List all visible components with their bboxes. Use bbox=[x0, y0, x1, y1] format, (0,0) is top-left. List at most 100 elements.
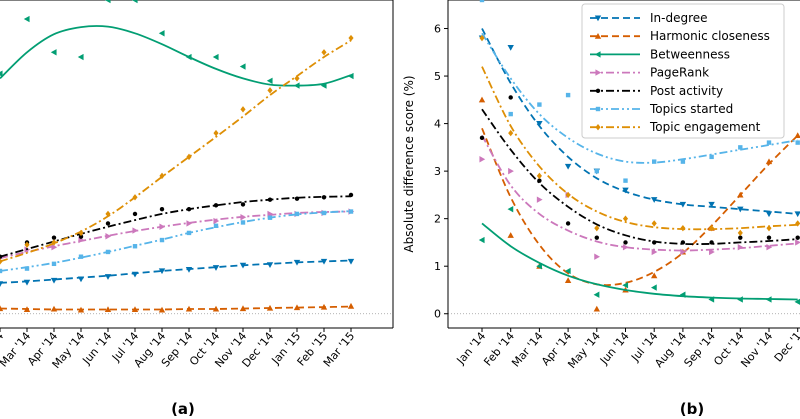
data-point-topic_engagement bbox=[78, 229, 84, 237]
data-point-in_degree bbox=[0, 281, 4, 287]
data-point-post_activity bbox=[565, 221, 571, 226]
data-point-harmonic bbox=[131, 306, 139, 313]
legend-marker-topic_engagement bbox=[595, 124, 601, 131]
data-point-harmonic bbox=[185, 305, 193, 312]
x-tick-label: Dec '1 bbox=[772, 330, 800, 365]
y-tick-label: 4 bbox=[434, 118, 441, 131]
data-point-in_degree bbox=[536, 121, 543, 127]
data-point-post_activity bbox=[680, 240, 686, 245]
data-point-betweenness bbox=[212, 53, 219, 61]
data-point-betweenness bbox=[50, 49, 57, 56]
data-point-post_activity bbox=[508, 95, 513, 100]
data-point-betweenness bbox=[239, 63, 246, 70]
data-point-in_degree bbox=[507, 44, 514, 51]
data-point-topics_started bbox=[159, 237, 165, 243]
data-point-in_degree bbox=[185, 266, 193, 273]
data-point-harmonic bbox=[266, 304, 274, 311]
axes-frame bbox=[448, 0, 800, 329]
data-point-betweenness bbox=[651, 284, 657, 291]
data-point-betweenness bbox=[794, 298, 800, 305]
data-point-pagerank bbox=[479, 156, 486, 163]
data-point-betweenness bbox=[564, 267, 571, 275]
legend-label-harmonic: Harmonic closeness bbox=[650, 29, 770, 43]
data-point-topic_engagement bbox=[132, 194, 138, 201]
data-point-betweenness bbox=[765, 296, 772, 303]
data-point-in_degree bbox=[564, 163, 572, 170]
data-point-topics_started bbox=[51, 261, 57, 267]
data-point-topics_started bbox=[0, 268, 3, 274]
data-point-topic_engagement bbox=[680, 224, 686, 232]
y-tick-label: 0 bbox=[434, 308, 441, 321]
data-point-in_degree bbox=[50, 277, 58, 284]
data-point-harmonic bbox=[320, 303, 328, 310]
data-point-post_activity bbox=[652, 240, 657, 245]
data-point-topic_engagement bbox=[321, 49, 327, 56]
legend-box bbox=[581, 3, 785, 139]
legend-label-pagerank: PageRank bbox=[650, 66, 709, 80]
data-point-topics_started bbox=[267, 215, 273, 220]
data-point-betweenness bbox=[679, 291, 686, 298]
series-line-betweenness bbox=[481, 222, 798, 301]
data-point-pagerank bbox=[213, 217, 220, 225]
data-point-topic_engagement bbox=[594, 224, 600, 232]
legend: In-degree Harmonic closeness Betweenness Pa… bbox=[581, 3, 785, 139]
data-point-betweenness bbox=[478, 236, 485, 244]
data-point-betweenness bbox=[622, 282, 629, 289]
data-point-post_activity bbox=[294, 196, 300, 201]
data-point-in_degree bbox=[320, 258, 328, 265]
series-line-in_degree bbox=[481, 28, 798, 215]
data-point-topic_engagement bbox=[737, 229, 743, 237]
data-point-in_degree bbox=[77, 276, 85, 283]
legend-label-topic_engagement: Topic engagement bbox=[649, 120, 761, 134]
legend-label-topics_started: Topics started bbox=[649, 102, 733, 116]
data-point-pagerank bbox=[105, 233, 112, 240]
series-line-harmonic bbox=[0, 305, 352, 311]
x-tick-label: Nov '14 bbox=[738, 330, 775, 371]
data-point-in_degree bbox=[347, 258, 355, 265]
series-layer bbox=[478, 0, 800, 312]
data-point-pagerank bbox=[240, 214, 247, 221]
data-point-topics_started bbox=[132, 244, 138, 249]
data-point-harmonic bbox=[794, 132, 800, 139]
data-point-topics_started bbox=[738, 145, 743, 150]
data-point-post_activity bbox=[213, 203, 219, 208]
data-point-topics_started bbox=[240, 220, 246, 225]
data-point-topic_engagement bbox=[105, 210, 111, 218]
data-point-topics_started bbox=[766, 140, 772, 145]
data-point-pagerank bbox=[766, 243, 773, 251]
data-point-post_activity bbox=[709, 240, 714, 245]
data-point-pagerank bbox=[594, 253, 600, 260]
data-point-in_degree bbox=[651, 197, 658, 203]
data-point-topics_started bbox=[709, 154, 714, 160]
data-point-topic_engagement bbox=[0, 258, 3, 265]
data-point-in_degree bbox=[765, 211, 773, 218]
data-point-harmonic bbox=[564, 277, 572, 284]
y-tick-label: 6 bbox=[434, 23, 441, 36]
data-point-harmonic bbox=[104, 306, 112, 313]
data-point-topics_started bbox=[348, 209, 354, 214]
data-point-post_activity bbox=[795, 235, 800, 240]
data-point-in_degree bbox=[293, 259, 301, 266]
data-point-in_degree bbox=[131, 271, 139, 278]
data-point-pagerank bbox=[508, 167, 514, 175]
data-point-topic_engagement bbox=[536, 172, 542, 180]
data-point-in_degree bbox=[737, 206, 744, 213]
data-point-topics_started bbox=[294, 211, 300, 217]
data-point-topic_engagement bbox=[795, 220, 800, 227]
data-point-pagerank bbox=[51, 243, 58, 251]
data-point-post_activity bbox=[105, 221, 111, 226]
legend-marker-harmonic bbox=[594, 33, 602, 39]
data-point-betweenness bbox=[507, 205, 514, 213]
series-line-topics_started bbox=[481, 32, 798, 164]
data-point-topics_started bbox=[537, 102, 542, 107]
data-point-topics_started bbox=[508, 111, 513, 117]
data-point-betweenness bbox=[737, 296, 743, 303]
legend-label-in_degree: In-degree bbox=[650, 11, 708, 25]
data-point-post_activity bbox=[594, 235, 599, 240]
data-point-topics_started bbox=[680, 159, 686, 164]
data-point-topics_started bbox=[213, 223, 219, 228]
data-point-betweenness bbox=[131, 0, 138, 4]
series-line-post_activity bbox=[481, 108, 798, 246]
data-point-in_degree bbox=[266, 262, 274, 268]
